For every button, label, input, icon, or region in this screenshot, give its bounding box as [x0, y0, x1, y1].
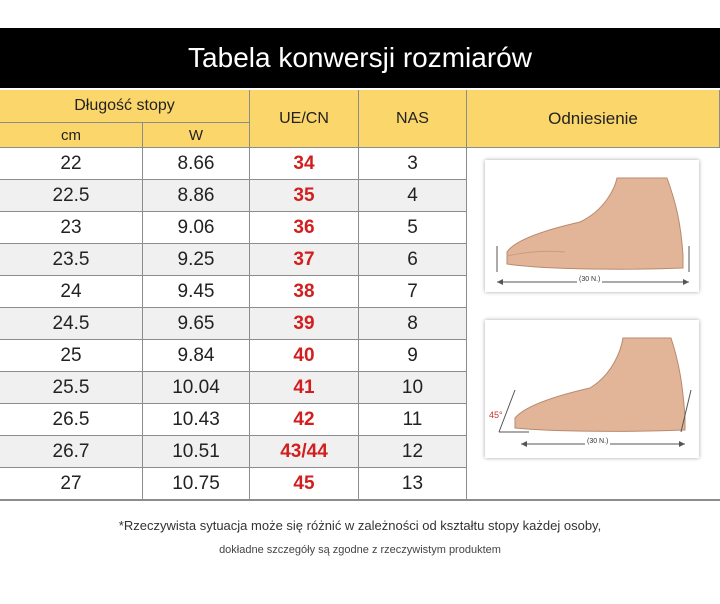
header-reference: Odniesienie [467, 90, 720, 148]
header-reference-label: Odniesienie [548, 108, 638, 128]
cell-w: 10.43 [143, 404, 250, 436]
cell-w: 9.65 [143, 308, 250, 340]
cell-w: 9.84 [143, 340, 250, 372]
header-w-label: W [188, 126, 204, 144]
title-text: Tabela konwersji rozmiarów [188, 42, 532, 73]
cell-w: 10.51 [143, 436, 250, 468]
cell-us: 6 [359, 244, 467, 276]
cell-cm: 22 [0, 148, 143, 180]
cell-cm: 24.5 [0, 308, 143, 340]
size-table: Długość stopy cm W UE/CN NAS Odniesienie… [0, 90, 720, 500]
cell-w: 9.06 [143, 212, 250, 244]
fig2-angle: 45° [489, 410, 503, 420]
cell-eu: 36 [250, 212, 359, 244]
header-w: W [143, 123, 250, 148]
header-us-label: NAS [396, 109, 429, 127]
cell-w: 10.75 [143, 468, 250, 500]
cell-us: 10 [359, 372, 467, 404]
header-foot-length: Długość stopy [0, 90, 250, 123]
header-eu-cn-label: UE/CN [279, 109, 329, 127]
cell-w: 8.66 [143, 148, 250, 180]
cell-eu: 45 [250, 468, 359, 500]
cell-cm: 25.5 [0, 372, 143, 404]
cell-cm: 23.5 [0, 244, 143, 276]
reference-images: (30 N.) 45° (30 N.) [467, 148, 720, 500]
cell-us: 5 [359, 212, 467, 244]
cell-w: 10.04 [143, 372, 250, 404]
cell-eu: 42 [250, 404, 359, 436]
header-cm: cm [0, 123, 143, 148]
cell-us: 3 [359, 148, 467, 180]
cell-w: 9.45 [143, 276, 250, 308]
cell-cm: 23 [0, 212, 143, 244]
cell-us: 8 [359, 308, 467, 340]
foot-flat-icon [496, 177, 690, 285]
cell-us: 11 [359, 404, 467, 436]
table-bottom-rule [0, 500, 720, 501]
cell-eu: 35 [250, 180, 359, 212]
cell-eu: 40 [250, 340, 359, 372]
cell-w: 9.25 [143, 244, 250, 276]
cell-cm: 27 [0, 468, 143, 500]
cell-cm: 26.7 [0, 436, 143, 468]
cell-eu: 37 [250, 244, 359, 276]
header-us: NAS [359, 90, 467, 148]
foot-angle-icon [498, 337, 692, 447]
disclaimer-line-1: *Rzeczywista sytuacja może się różnić w … [118, 518, 602, 533]
cell-eu: 41 [250, 372, 359, 404]
header-eu-cn: UE/CN [250, 90, 359, 148]
page-title: Tabela konwersji rozmiarów [0, 28, 720, 88]
cell-cm: 22.5 [0, 180, 143, 212]
cell-us: 9 [359, 340, 467, 372]
disclaimer-line-2: dokładne szczegóły są zgodne z rzeczywis… [219, 544, 501, 556]
cell-w: 8.86 [143, 180, 250, 212]
cell-cm: 25 [0, 340, 143, 372]
cell-cm: 24 [0, 276, 143, 308]
header-foot-length-label: Długość stopy [74, 97, 175, 114]
cell-eu: 34 [250, 148, 359, 180]
header-cm-label: cm [61, 126, 81, 144]
fig2-measure: (30 N.) [585, 438, 611, 445]
cell-us: 12 [359, 436, 467, 468]
cell-eu: 39 [250, 308, 359, 340]
fig1-measure: (30 N.) [577, 276, 603, 283]
foot-figure-flat: (30 N.) [485, 160, 699, 292]
cell-us: 13 [359, 468, 467, 500]
cell-us: 4 [359, 180, 467, 212]
cell-eu: 38 [250, 276, 359, 308]
cell-us: 7 [359, 276, 467, 308]
foot-figure-angle: 45° (30 N.) [485, 320, 699, 458]
cell-eu: 43/44 [250, 436, 359, 468]
cell-cm: 26.5 [0, 404, 143, 436]
